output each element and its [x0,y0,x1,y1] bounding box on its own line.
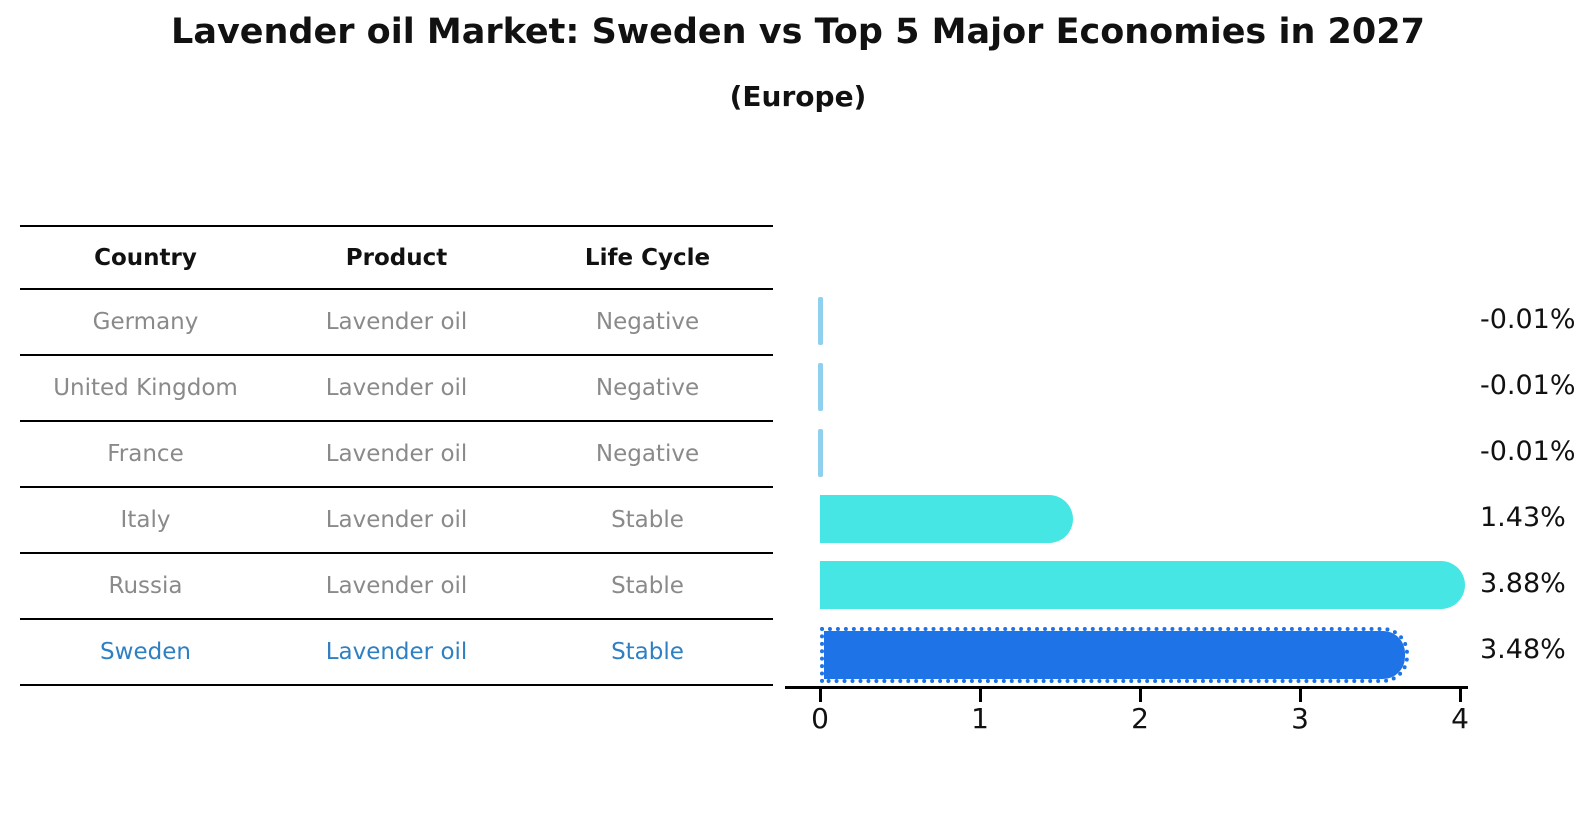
x-tick-mark [1459,689,1462,702]
chart-title: Lavender oil Market: Sweden vs Top 5 Maj… [171,12,1425,52]
table-cell-country: France [107,441,184,467]
value-label-sweden: 3.48% [1480,634,1566,665]
bar-france [818,429,823,477]
table-row-russia: Russia Lavender oil Stable [20,554,773,620]
bar-united-kingdom [818,363,823,411]
table-row-france: France Lavender oil Negative [20,422,773,488]
table-header-cell: Product [345,244,448,271]
bar-germany [818,297,823,345]
table-row-italy: Italy Lavender oil Stable [20,488,773,554]
table-header-cell: Life Cycle [584,244,711,271]
value-label-united-kingdom: -0.01% [1480,370,1576,401]
x-tick-label: 4 [1451,702,1469,735]
table-cell-country: Sweden [100,639,191,665]
x-tick-mark [1139,689,1142,702]
table-cell-life-cycle: Stable [611,507,684,533]
table-body: Germany Lavender oil Negative United Kingdo… [20,290,773,686]
x-tick-label: 1 [971,702,989,735]
table-row-united-kingdom: United Kingdom Lavender oil Negative [20,356,773,422]
value-label-germany: -0.01% [1480,304,1576,335]
table-cell-product: Lavender oil [325,309,468,335]
table-cell-life-cycle: Negative [595,309,700,335]
table-cell-product: Lavender oil [325,639,468,665]
x-axis-line [785,686,1468,689]
table-cell-country: Germany [92,309,199,335]
value-label-france: -0.01% [1480,436,1576,467]
table-cell-country: United Kingdom [53,375,238,401]
value-label-italy: 1.43% [1480,502,1566,533]
table-row-sweden: Sweden Lavender oil Stable [20,620,773,686]
bar-russia [820,561,1465,609]
x-tick-label: 3 [1291,702,1309,735]
table-cell-product: Lavender oil [325,507,468,533]
table-cell-life-cycle: Stable [611,639,684,665]
table-cell-product: Lavender oil [325,441,468,467]
x-tick-mark [1299,689,1302,702]
table-cell-country: Russia [108,573,183,599]
table-cell-product: Lavender oil [325,375,468,401]
table-row-germany: Germany Lavender oil Negative [20,290,773,356]
country-table: Country Product Life Cycle Germany Lavender… [20,225,773,686]
bar-italy [820,495,1073,543]
table-header-row: Country Product Life Cycle [20,227,773,290]
table-header-cell: Country [94,244,197,271]
table-cell-life-cycle: Negative [595,375,700,401]
table-cell-product: Lavender oil [325,573,468,599]
value-label-russia: 3.88% [1480,568,1566,599]
x-tick-mark [819,689,822,702]
bar-sweden [820,627,1409,683]
x-tick-label: 0 [811,702,829,735]
table-cell-life-cycle: Negative [595,441,700,467]
x-tick-label: 2 [1131,702,1149,735]
x-tick-mark [979,689,982,702]
table-cell-country: Italy [120,507,171,533]
table-cell-life-cycle: Stable [611,573,684,599]
chart-subtitle: (Europe) [729,80,867,113]
